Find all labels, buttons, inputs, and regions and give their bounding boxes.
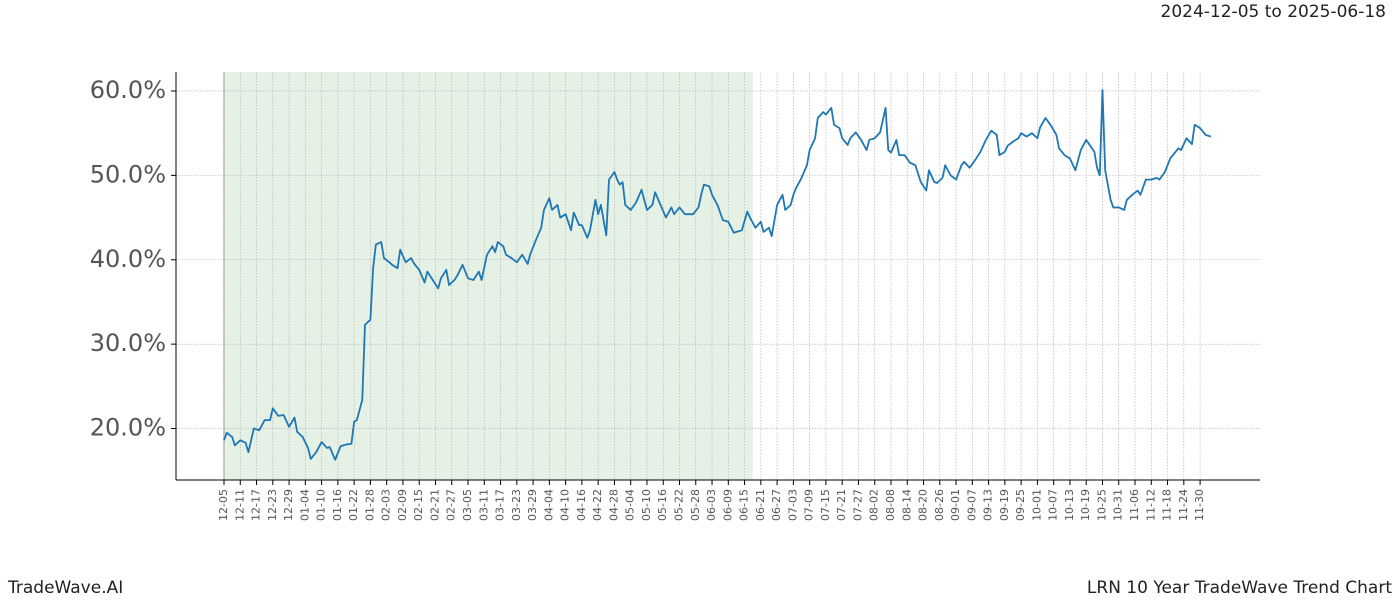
x-tick-label: 06-15	[738, 489, 751, 521]
series-line	[223, 89, 1212, 461]
x-tick-label: 04-04	[542, 489, 555, 521]
x-tick-label: 09-19	[998, 489, 1011, 521]
x-tick-label: 03-17	[494, 489, 507, 521]
y-tick-label: 40.0%	[90, 245, 166, 273]
x-tick-label: 05-22	[672, 489, 685, 521]
x-tick-label: 07-09	[803, 489, 816, 521]
x-tick-label: 05-04	[624, 489, 637, 521]
x-tick-label: 06-21	[754, 489, 767, 521]
x-tick-label: 12-17	[250, 489, 263, 521]
x-tick-label: 12-23	[266, 489, 279, 521]
x-tick-label: 06-03	[705, 489, 718, 521]
footer-right: LRN 10 Year TradeWave Trend Chart	[1087, 578, 1392, 598]
x-tick-label: 04-22	[591, 489, 604, 521]
x-tick-label: 12-29	[282, 489, 295, 521]
x-tick-label: 11-12	[1144, 489, 1157, 521]
x-tick-label: 10-31	[1112, 489, 1125, 521]
x-tick-label: 10-07	[1047, 489, 1060, 521]
x-tick-label: 01-04	[298, 489, 311, 521]
x-tick-label: 01-28	[363, 489, 376, 521]
x-tick-label: 11-06	[1128, 489, 1141, 521]
x-tick-label: 09-13	[982, 489, 995, 521]
highlight-region	[223, 72, 753, 480]
x-tick-label: 12-05	[217, 489, 230, 521]
x-tick-label: 07-03	[786, 489, 799, 521]
x-tick-label: 07-21	[835, 489, 848, 521]
x-tick-label: 03-23	[510, 489, 523, 521]
x-tick-label: 01-10	[315, 489, 328, 521]
x-tick-label: 02-09	[396, 489, 409, 521]
x-tick-label: 03-29	[526, 489, 539, 521]
x-tick-label: 08-20	[917, 489, 930, 521]
x-tick-label: 07-15	[819, 489, 832, 521]
x-tick-label: 08-08	[884, 489, 897, 521]
x-tick-label: 04-28	[607, 489, 620, 521]
x-tick-label: 01-22	[347, 489, 360, 521]
x-tick-label: 11-18	[1161, 489, 1174, 521]
y-tick-label: 20.0%	[90, 414, 166, 442]
x-tick-label: 05-28	[689, 489, 702, 521]
x-tick-label: 05-10	[640, 489, 653, 521]
x-tick-label: 02-27	[445, 489, 458, 521]
x-tick-label: 11-24	[1177, 489, 1190, 521]
x-tick-label: 03-11	[477, 489, 490, 521]
x-tick-label: 03-05	[461, 489, 474, 521]
x-tick-label: 02-21	[428, 489, 441, 521]
x-tick-label: 08-14	[900, 489, 913, 521]
x-tick-label: 07-27	[851, 489, 864, 521]
x-tick-label: 06-09	[721, 489, 734, 521]
x-tick-label: 09-25	[1014, 489, 1027, 521]
x-tick-label: 10-25	[1095, 489, 1108, 521]
x-tick-label: 05-16	[656, 489, 669, 521]
x-tick-label: 11-30	[1193, 489, 1206, 521]
footer-left: TradeWave.AI	[7, 578, 123, 598]
x-tick-label: 04-10	[559, 489, 572, 521]
x-tick-label: 09-07	[965, 489, 978, 521]
x-tick-label: 06-27	[770, 489, 783, 521]
x-tick-label: 10-13	[1063, 489, 1076, 521]
x-tick-label: 12-11	[233, 489, 246, 521]
x-tick-label: 10-19	[1079, 489, 1092, 521]
x-tick-label: 10-01	[1030, 489, 1043, 521]
x-tick-label: 02-03	[380, 489, 393, 521]
chart-title: 2024-12-05 to 2025-06-18	[1161, 2, 1386, 22]
x-tick-label: 04-16	[575, 489, 588, 521]
x-tick-label: 08-26	[933, 489, 946, 521]
x-tick-label: 08-02	[868, 489, 881, 521]
y-tick-label: 30.0%	[90, 329, 166, 357]
y-tick-label: 60.0%	[90, 76, 166, 104]
x-tick-label: 01-16	[331, 489, 344, 521]
x-tick-label: 09-01	[949, 489, 962, 521]
x-tick-label: 02-15	[412, 489, 425, 521]
y-tick-label: 50.0%	[90, 160, 166, 188]
